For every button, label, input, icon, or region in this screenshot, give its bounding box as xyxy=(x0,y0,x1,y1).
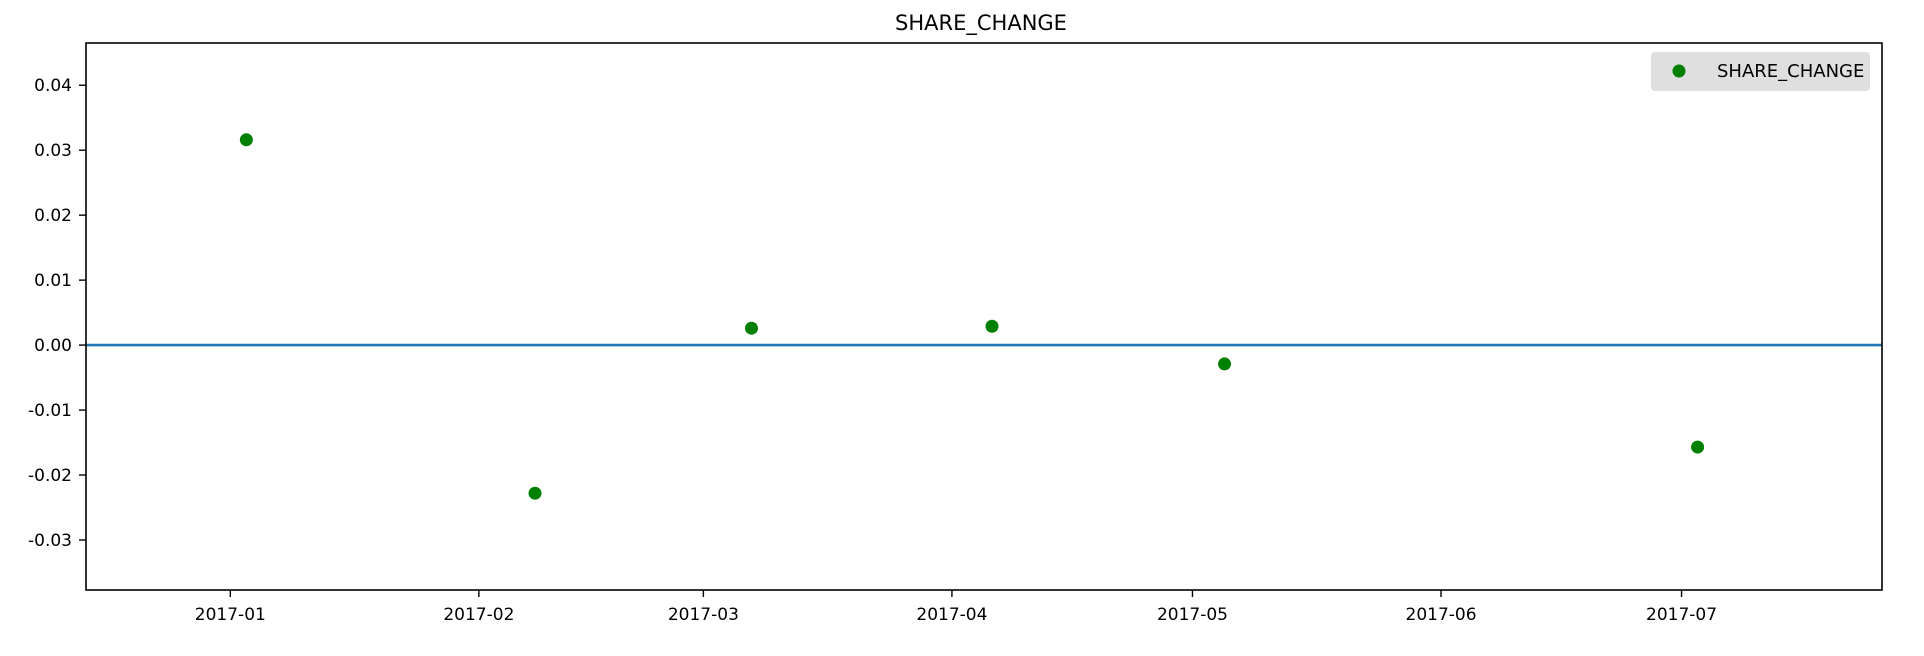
y-tick-label: 0.03 xyxy=(34,141,72,161)
x-tick-label: 2017-07 xyxy=(1646,605,1717,625)
y-tick-label: 0.00 xyxy=(34,336,72,356)
x-tick-label: 2017-04 xyxy=(916,605,987,625)
x-tick-label: 2017-02 xyxy=(443,605,514,625)
y-tick-label: 0.04 xyxy=(34,76,72,96)
data-point xyxy=(1218,357,1232,371)
data-point xyxy=(744,321,758,335)
y-tick-label: -0.03 xyxy=(28,531,72,551)
legend-box xyxy=(1651,52,1870,91)
legend-label: SHARE_CHANGE xyxy=(1717,61,1864,82)
y-tick-label: -0.01 xyxy=(28,401,72,421)
legend-marker xyxy=(1672,64,1686,78)
data-point xyxy=(528,486,542,500)
y-tick-label: 0.02 xyxy=(34,206,72,226)
chart-title: SHARE_CHANGE xyxy=(895,11,1067,36)
y-tick-label: 0.01 xyxy=(34,271,72,291)
data-point xyxy=(1691,440,1705,454)
plot-area: 0.04 0.03 0.02 0.01 0.00 -0.01 -0.02 -0.03 2017-… xyxy=(28,76,1882,625)
x-tick-label: 2017-01 xyxy=(195,605,266,625)
x-tick-label: 2017-03 xyxy=(668,605,739,625)
data-point xyxy=(985,319,999,333)
x-tick-label: 2017-06 xyxy=(1406,605,1477,625)
legend: SHARE_CHANGE xyxy=(1651,52,1870,91)
x-tick-label: 2017-05 xyxy=(1157,605,1228,625)
plot-frame xyxy=(85,42,1883,591)
data-point xyxy=(239,133,253,147)
y-tick-label: -0.02 xyxy=(28,466,72,486)
